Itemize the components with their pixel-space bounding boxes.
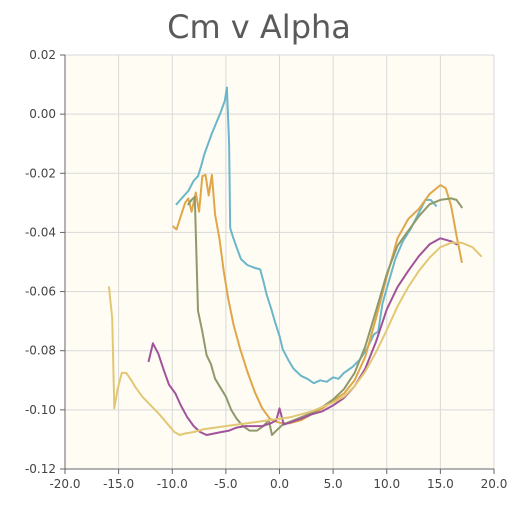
y-tick-label: -0.10 [25, 403, 56, 417]
series-line-1 [175, 86, 438, 385]
y-tick-label: -0.08 [25, 344, 56, 358]
x-tick-label: 20.0 [481, 477, 508, 491]
x-tick-label: -20.0 [49, 477, 80, 491]
y-tick-label: -0.04 [25, 225, 56, 239]
x-tick-label: 15.0 [427, 477, 454, 491]
series-line-2 [172, 173, 463, 425]
x-tick-label: -5.0 [214, 477, 237, 491]
x-tick-label: -15.0 [103, 477, 134, 491]
y-tick-label: -0.06 [25, 285, 56, 299]
x-tick-label: 5.0 [324, 477, 343, 491]
x-tick-label: 0.0 [270, 477, 289, 491]
series-line-4 [147, 237, 458, 436]
y-tick-label: 0.02 [29, 48, 56, 62]
series-line-3 [187, 195, 463, 436]
y-tick-label: -0.02 [25, 166, 56, 180]
y-tick-label: 0.00 [29, 107, 56, 121]
x-tick-label: -10.0 [157, 477, 188, 491]
x-tick-label: 10.0 [373, 477, 400, 491]
series-line-5 [108, 241, 483, 436]
tick-labels: -20.0 -15.0 -10.0 -5.0 0.0 5.0 10.0 15.0 20.0 0.0… [25, 48, 507, 491]
series-layer [108, 86, 483, 436]
axes [64, 55, 494, 470]
y-tick-label: -0.12 [25, 462, 56, 476]
chart-title: Cm v Alpha [167, 8, 351, 46]
